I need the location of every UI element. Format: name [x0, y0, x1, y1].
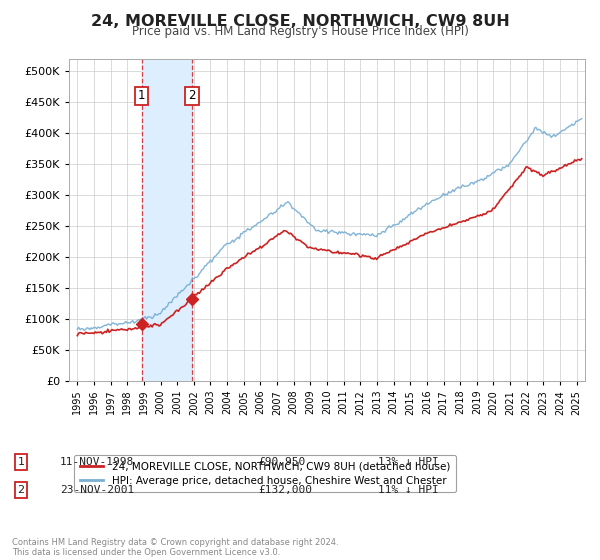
Text: Price paid vs. HM Land Registry's House Price Index (HPI): Price paid vs. HM Land Registry's House …	[131, 25, 469, 38]
Text: 11% ↓ HPI: 11% ↓ HPI	[378, 485, 439, 495]
Text: Contains HM Land Registry data © Crown copyright and database right 2024.
This d: Contains HM Land Registry data © Crown c…	[12, 538, 338, 557]
Text: 2: 2	[188, 90, 196, 102]
Text: 24, MOREVILLE CLOSE, NORTHWICH, CW9 8UH: 24, MOREVILLE CLOSE, NORTHWICH, CW9 8UH	[91, 14, 509, 29]
Text: 23-NOV-2001: 23-NOV-2001	[60, 485, 134, 495]
Text: 1: 1	[17, 457, 25, 467]
Text: 1: 1	[138, 90, 145, 102]
Text: 2: 2	[17, 485, 25, 495]
Text: 13% ↓ HPI: 13% ↓ HPI	[378, 457, 439, 467]
Text: £90,950: £90,950	[258, 457, 305, 467]
Legend: 24, MOREVILLE CLOSE, NORTHWICH, CW9 8UH (detached house), HPI: Average price, de: 24, MOREVILLE CLOSE, NORTHWICH, CW9 8UH …	[74, 455, 457, 492]
Text: 11-NOV-1998: 11-NOV-1998	[60, 457, 134, 467]
Bar	[142, 59, 192, 381]
Text: £132,000: £132,000	[258, 485, 312, 495]
